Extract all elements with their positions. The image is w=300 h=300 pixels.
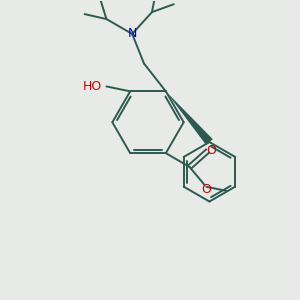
Text: O: O bbox=[202, 183, 212, 196]
Text: HO: HO bbox=[83, 80, 102, 93]
Text: O: O bbox=[206, 144, 216, 157]
Polygon shape bbox=[166, 92, 213, 145]
Text: N: N bbox=[128, 27, 137, 40]
